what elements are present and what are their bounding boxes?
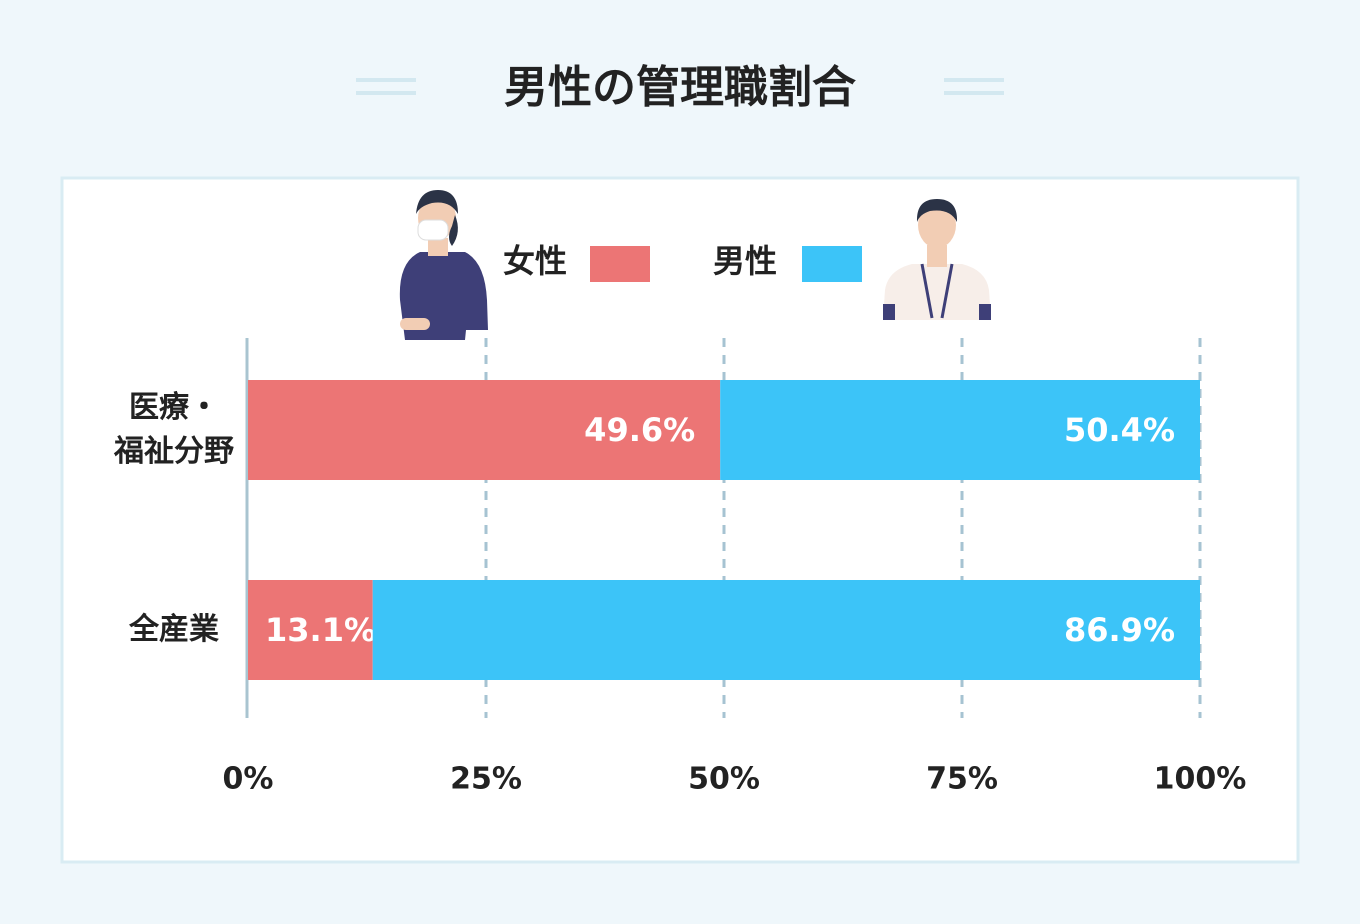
- x-tick-label: 50%: [688, 762, 760, 797]
- y-tick-label: 医療・福祉分野: [113, 390, 234, 469]
- bar-segment: [372, 580, 1200, 680]
- legend-label: 男性: [713, 242, 777, 280]
- value-label: 86.9%: [1064, 611, 1175, 649]
- value-label: 49.6%: [584, 411, 695, 449]
- bar-segment: [248, 580, 373, 680]
- x-tick-label: 0%: [223, 762, 274, 797]
- chart-title: 男性の管理職割合: [504, 62, 856, 113]
- x-tick-label: 100%: [1154, 762, 1247, 797]
- value-label: 50.4%: [1064, 411, 1175, 449]
- value-label: 13.1%: [265, 611, 376, 649]
- title-decoration: [356, 78, 1004, 95]
- y-tick-label: 全産業: [128, 612, 219, 647]
- legend-label: 女性: [503, 242, 567, 280]
- x-tick-label: 25%: [450, 762, 522, 797]
- nurse-illustration: [399, 190, 488, 340]
- bar-segment: [720, 380, 1200, 480]
- legend-swatch: [590, 246, 650, 282]
- card: [60, 176, 1300, 864]
- office-worker-illustration: [883, 199, 991, 320]
- legend-swatch: [802, 246, 862, 282]
- bar-segment: [248, 380, 721, 480]
- x-tick-label: 75%: [926, 762, 998, 797]
